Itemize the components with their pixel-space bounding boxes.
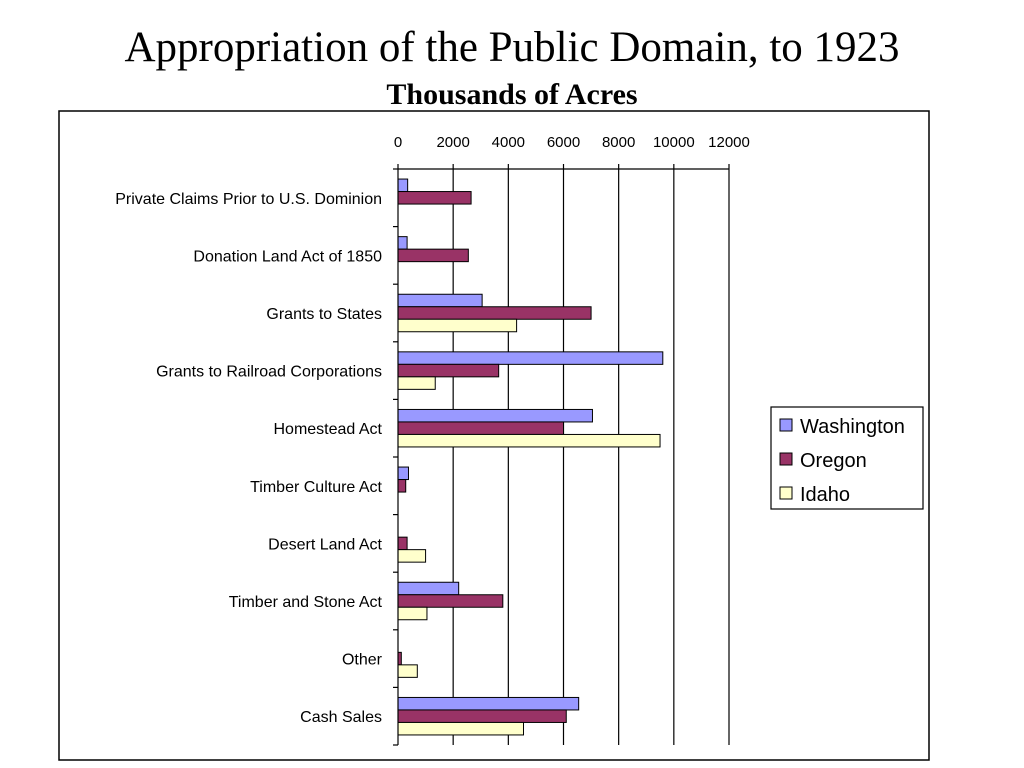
- category-label: Homestead Act: [274, 421, 383, 438]
- bar-oregon: [397, 479, 407, 493]
- legend-box: [770, 406, 924, 510]
- x-tick-label: 12000: [708, 134, 750, 151]
- bar-oregon: [397, 594, 504, 608]
- legend-swatch-oregon: [779, 452, 793, 466]
- bar-idaho: [397, 318, 518, 333]
- bar-oregon: [397, 421, 564, 435]
- category-label: Cash Sales: [300, 709, 382, 726]
- category-label: Other: [342, 652, 383, 669]
- bar-idaho: [397, 606, 428, 621]
- category-label: Timber Culture Act: [250, 479, 382, 496]
- bar-washington: [397, 236, 408, 250]
- bar-idaho: [397, 549, 427, 563]
- x-tick-label: 6000: [547, 134, 580, 151]
- x-tick-label: 4000: [492, 134, 525, 151]
- bar-oregon: [397, 536, 408, 551]
- legend: Washington Oregon Idaho: [770, 406, 924, 510]
- legend-label: Idaho: [800, 484, 850, 506]
- slide-subtitle: Thousands of Acres: [386, 78, 638, 111]
- x-tick-label: 2000: [436, 134, 469, 151]
- axes: 0 2000 4000 6000 8000 10000 12000 Private Claim…: [115, 134, 750, 746]
- bar-oregon: [397, 248, 469, 263]
- bar-washington: [397, 581, 460, 596]
- legend-swatch-idaho: [779, 486, 793, 500]
- legend-label: Oregon: [800, 450, 867, 472]
- bar-washington: [397, 178, 409, 193]
- slide-title: Appropriation of the Public Domain, to 1…: [124, 24, 900, 71]
- x-tick-label: 0: [394, 134, 402, 151]
- bar-oregon: [397, 191, 472, 205]
- bar-idaho: [397, 433, 661, 448]
- category-label: Donation Land Act of 1850: [193, 248, 382, 265]
- bar-washington: [397, 408, 593, 423]
- category-label: Desert Land Act: [268, 536, 382, 553]
- bar-idaho: [397, 721, 525, 736]
- bar-washington: [397, 696, 580, 711]
- category-label: Grants to Railroad Corporations: [156, 364, 382, 381]
- bar-washington: [397, 351, 664, 365]
- bar-washington: [397, 466, 409, 481]
- bar-oregon: [397, 306, 592, 320]
- bars: [397, 178, 664, 736]
- legend-label: Washington: [800, 416, 905, 438]
- category-label: Grants to States: [266, 306, 382, 323]
- legend-swatch-washington: [779, 418, 793, 432]
- category-label: Private Claims Prior to U.S. Dominion: [115, 191, 382, 208]
- bar-washington: [397, 293, 483, 308]
- x-tick-label: 10000: [653, 134, 695, 151]
- bar-oregon: [397, 709, 567, 723]
- bar-idaho: [397, 376, 436, 390]
- bar-idaho: [397, 664, 418, 678]
- bar-oregon: [397, 363, 500, 378]
- category-label: Timber and Stone Act: [229, 594, 383, 611]
- x-tick-label: 8000: [602, 134, 635, 151]
- gridlines: [452, 169, 730, 745]
